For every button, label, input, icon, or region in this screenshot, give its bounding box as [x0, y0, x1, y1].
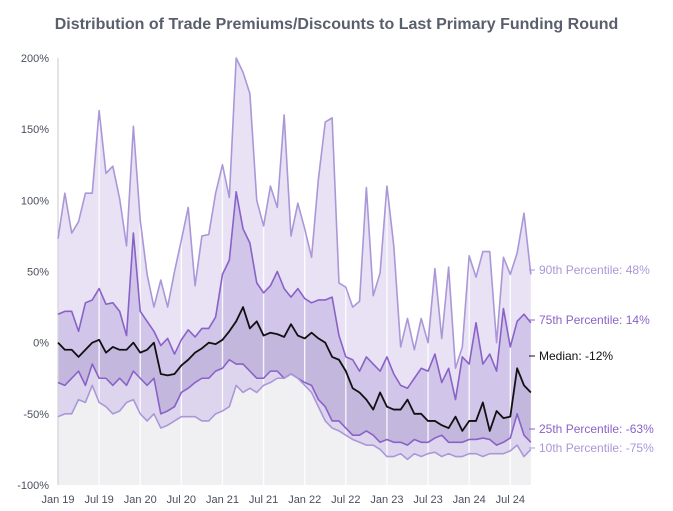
- y-tick-label: 0%: [33, 338, 49, 350]
- area-10th-percentile: [58, 373, 531, 485]
- end-label-25th-percentile: 25th Percentile: -63%: [539, 422, 654, 436]
- end-label-75th-percentile: 75th Percentile: 14%: [539, 313, 650, 327]
- x-tick-label: Jan 21: [206, 494, 239, 506]
- x-tick-label: Jul 24: [496, 494, 525, 506]
- y-tick-label: 100%: [21, 195, 49, 207]
- y-tick-label: 150%: [21, 124, 49, 136]
- x-tick-label: Jul 19: [84, 494, 113, 506]
- y-tick-label: -50%: [23, 409, 49, 421]
- area-90th-percentile: [58, 58, 531, 400]
- y-tick-label: 50%: [27, 267, 49, 279]
- x-tick-label: Jan 24: [453, 494, 486, 506]
- y-tick-label: 200%: [21, 53, 49, 65]
- line-90th-percentile: [57, 57, 532, 370]
- end-label-10th-percentile: 10th Percentile: -75%: [539, 441, 654, 455]
- area-25th-percentile: [58, 359, 531, 460]
- line-median: [57, 306, 532, 432]
- y-tick-label: -100%: [17, 480, 49, 492]
- x-tick-label: Jan 23: [370, 494, 403, 506]
- x-tick-label: Jul 22: [331, 494, 360, 506]
- x-tick-label: Jan 19: [41, 494, 74, 506]
- x-tick-label: Jan 20: [124, 494, 157, 506]
- x-tick-label: Jan 22: [288, 494, 321, 506]
- x-tick-label: Jul 23: [413, 494, 442, 506]
- x-tick-label: Jul 21: [249, 494, 278, 506]
- line-10th-percentile: [57, 373, 532, 461]
- end-label-median: Median: -12%: [539, 349, 613, 363]
- end-label-90th-percentile: 90th Percentile: 48%: [539, 263, 650, 277]
- line-75th-percentile: [57, 190, 532, 401]
- x-tick-label: Jul 20: [167, 494, 196, 506]
- chart-title: Distribution of Trade Premiums/Discounts…: [54, 16, 619, 33]
